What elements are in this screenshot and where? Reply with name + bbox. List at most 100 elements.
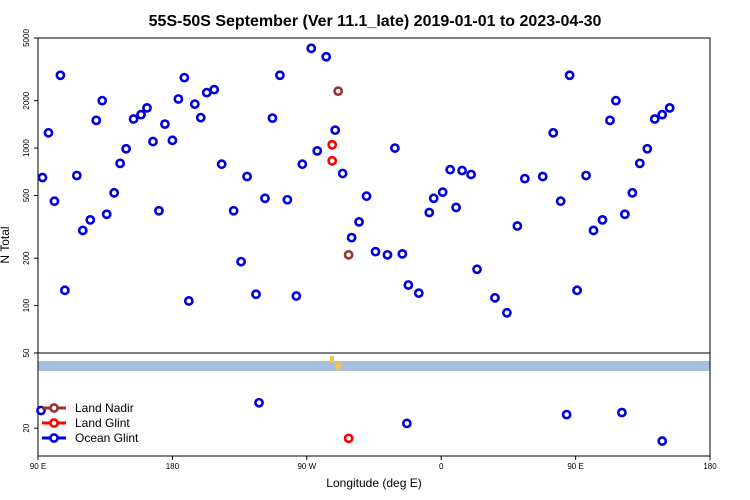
data-point: [148, 136, 158, 147]
data-point: [437, 187, 448, 198]
data-point: [216, 159, 227, 170]
x-tick-label: 180: [166, 462, 180, 471]
data-point: [91, 115, 102, 126]
data-point: [457, 165, 468, 176]
data-point: [466, 169, 476, 180]
band-mark: [335, 362, 341, 370]
data-point: [327, 155, 338, 166]
data-point: [228, 205, 239, 216]
y-tick-label: 20: [22, 423, 31, 432]
data-point: [537, 171, 548, 182]
data-point: [413, 288, 424, 299]
data-point: [43, 127, 54, 138]
data-point: [490, 292, 500, 303]
data-point: [297, 159, 308, 170]
data-point: [330, 125, 341, 136]
data-point: [597, 214, 608, 225]
data-point: [337, 168, 348, 179]
data-point: [77, 225, 88, 236]
data-point: [36, 405, 46, 416]
legend-swatch-marker: [49, 433, 59, 443]
data-point: [519, 173, 530, 184]
data-point: [343, 249, 354, 260]
data-point: [548, 127, 559, 138]
data-point: [71, 170, 82, 181]
legend-swatch-marker: [49, 418, 59, 428]
data-point: [627, 187, 638, 198]
data-point: [154, 205, 164, 216]
data-point: [121, 143, 132, 154]
data-point: [605, 115, 615, 126]
data-point: [160, 119, 170, 130]
x-axis: 90 E 180 90 W 0 90 E 180: [30, 456, 717, 471]
data-point: [115, 158, 126, 169]
data-point: [428, 193, 439, 204]
data-point: [561, 409, 572, 420]
data-point: [128, 114, 139, 124]
data-point: [282, 194, 293, 205]
data-point: [136, 109, 146, 120]
x-tick-label: 90 E: [30, 462, 46, 471]
data-point: [343, 433, 354, 444]
x-tick-label: 180: [703, 462, 717, 471]
data-point: [424, 207, 435, 218]
data-point: [451, 202, 462, 213]
data-point: [306, 43, 317, 54]
data-point: [555, 196, 566, 207]
legend-swatch-marker: [49, 403, 59, 413]
data-point: [173, 94, 184, 104]
lower-panel-frame: [37, 352, 711, 457]
data-point: [201, 87, 212, 98]
data-point: [512, 221, 523, 231]
data-point: [312, 145, 323, 156]
legend-label: Land Glint: [75, 416, 130, 430]
data-point: [370, 246, 381, 257]
separator-band: [38, 361, 710, 371]
data-point: [179, 72, 190, 83]
data-point: [619, 209, 630, 220]
data-point: [85, 214, 96, 225]
y-axis-upper: 5000 2000 1000 500 200 100 50: [22, 29, 38, 357]
data-point: [664, 102, 675, 113]
data-point: [445, 164, 456, 175]
data-point: [321, 51, 332, 62]
data-point: [649, 114, 660, 124]
y-tick-label: 200: [22, 251, 31, 265]
data-point: [142, 102, 152, 113]
x-tick-label: 90 W: [297, 462, 316, 471]
data-point: [189, 99, 200, 110]
data-point: [333, 86, 344, 97]
data-point: [564, 70, 575, 81]
upper-panel-frame: [37, 37, 711, 354]
data-point: [588, 225, 599, 236]
y-tick-label: 5000: [22, 29, 31, 47]
legend-label: Ocean Glint: [75, 431, 139, 445]
data-point: [581, 170, 591, 181]
data-point: [382, 249, 393, 260]
data-point: [167, 135, 178, 146]
data-point: [390, 143, 400, 153]
data-point: [260, 193, 270, 204]
y-tick-label: 50: [22, 348, 31, 357]
data-point: [642, 143, 653, 154]
data-point: [361, 191, 372, 202]
data-point: [657, 436, 668, 446]
data-point: [472, 264, 482, 275]
data-point: [401, 418, 412, 429]
data-point: [267, 113, 278, 124]
legend-label: Land Nadir: [75, 401, 134, 415]
y-axis-lower: 20: [22, 423, 38, 433]
x-tick-label: 90 E: [567, 462, 583, 471]
data-point: [403, 280, 414, 290]
y-tick-label: 100: [22, 298, 31, 312]
data-point: [109, 187, 120, 198]
y-axis-label: N Total: [0, 226, 12, 263]
data-point: [242, 171, 252, 182]
data-point: [291, 291, 302, 301]
data-point: [611, 95, 621, 106]
data-point: [37, 172, 48, 183]
y-tick-label: 1000: [22, 139, 31, 157]
